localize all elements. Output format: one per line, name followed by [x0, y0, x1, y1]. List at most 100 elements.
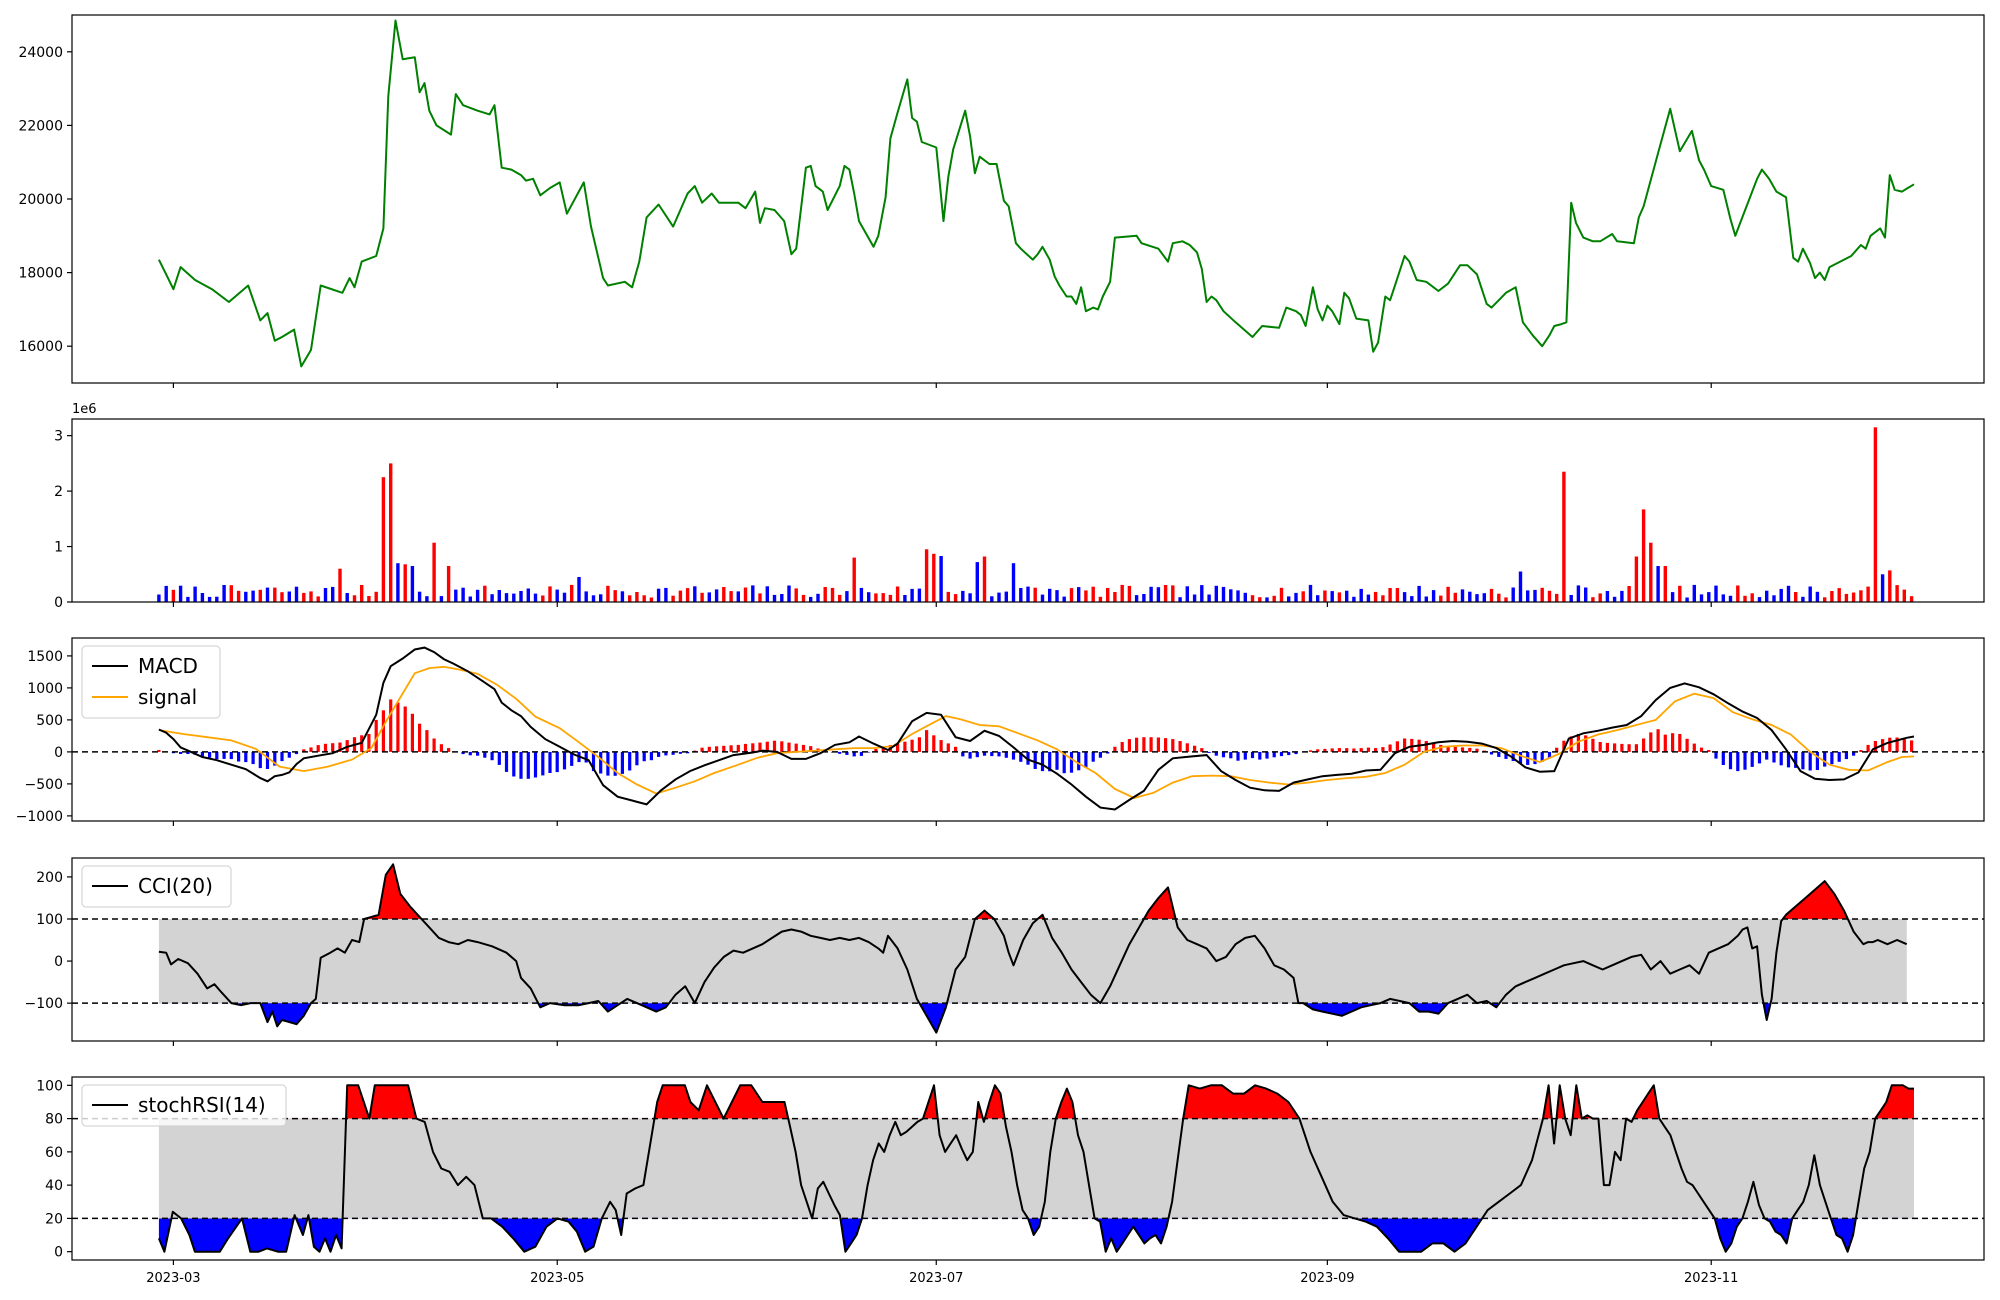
macd-histogram-bar	[1685, 738, 1689, 752]
macd-histogram-bar	[1555, 747, 1559, 752]
volume-bar	[700, 592, 704, 602]
macd-histogram-bar	[1084, 751, 1088, 768]
volume-bar	[1214, 585, 1218, 602]
macd-histogram-bar	[280, 751, 284, 762]
panel-4-plot	[72, 1084, 1984, 1253]
volume-bar	[475, 589, 480, 602]
macd-histogram-bar	[497, 751, 501, 765]
panel-0-ytick-label: 22000	[18, 118, 63, 134]
volume-bar	[809, 596, 813, 602]
macd-histogram-bar	[671, 751, 675, 755]
volume-bar	[1134, 595, 1139, 602]
volume-bar	[1641, 509, 1646, 602]
volume-bar	[801, 594, 806, 602]
volume-bar	[1779, 588, 1783, 602]
macd-histogram-bar	[1598, 742, 1602, 752]
macd-histogram-bar	[1736, 751, 1740, 772]
volume-bar	[1670, 592, 1675, 602]
volume-bar	[1888, 570, 1892, 602]
x-tick-label: 2023-11	[1684, 1271, 1738, 1286]
volume-bar	[389, 463, 393, 602]
macd-histogram-bar	[1221, 751, 1226, 758]
macd-histogram-bar	[1323, 748, 1327, 752]
macd-histogram-bar	[526, 751, 530, 779]
volume-bar	[1555, 593, 1559, 602]
volume-bar	[1192, 594, 1197, 602]
volume-bar	[570, 584, 574, 602]
volume-bar	[1004, 591, 1008, 602]
volume-bar	[1388, 588, 1392, 602]
volume-bar	[200, 593, 205, 602]
macd-histogram-bar	[1707, 750, 1711, 752]
macd-histogram-bar	[1279, 751, 1284, 757]
volume-bar	[432, 542, 436, 602]
volume-bar	[244, 591, 248, 602]
volume-bar	[207, 596, 212, 602]
macd-histogram-bar	[1837, 751, 1841, 762]
macd-histogram-bar	[294, 751, 299, 755]
x-tick-label: 2023-09	[1300, 1271, 1354, 1286]
volume-bar	[591, 595, 596, 602]
signal-line	[158, 665, 1915, 799]
macd-histogram-bar	[258, 751, 262, 769]
macd-histogram-bar	[418, 723, 422, 752]
macd-histogram-bar	[381, 710, 385, 752]
volume-scale-label: 1e6	[72, 402, 97, 417]
macd-histogram-bar	[215, 751, 219, 760]
volume-bar	[1772, 595, 1776, 602]
volume-bar	[1113, 592, 1117, 602]
macd-histogram-bar	[758, 742, 762, 752]
volume-bar	[1250, 595, 1255, 602]
volume-bar	[1294, 592, 1298, 602]
volume-bar	[1062, 596, 1066, 602]
macd-histogram-bar	[939, 740, 943, 752]
macd-histogram-bar	[1627, 744, 1631, 752]
macd-histogram-bar	[1634, 744, 1638, 752]
macd-histogram-bar	[917, 737, 921, 752]
volume-bar	[1851, 592, 1856, 602]
volume-bar	[693, 586, 697, 602]
macd-histogram-bar	[1120, 742, 1124, 752]
macd-histogram-bar	[1193, 745, 1197, 752]
volume-bar	[620, 591, 625, 602]
macd-histogram-bar	[794, 743, 798, 752]
macd-histogram-bar	[1547, 751, 1552, 759]
volume-bar	[1497, 593, 1501, 602]
macd-histogram-bar	[374, 719, 378, 752]
panel-4-ytick-label: 40	[45, 1178, 63, 1194]
volume-bar	[577, 577, 581, 602]
volume-bar	[555, 589, 559, 602]
macd-plot	[72, 646, 1984, 811]
volume-bar	[1084, 590, 1088, 602]
volume-bar	[1663, 566, 1667, 602]
volume-bar	[1612, 596, 1617, 602]
macd-histogram-bar	[715, 746, 719, 752]
volume-bar	[519, 591, 523, 602]
macd-histogram-bar	[562, 751, 567, 770]
volume-bar	[468, 596, 472, 602]
volume-bar	[895, 586, 900, 602]
volume-bar	[1627, 586, 1631, 602]
macd-histogram-bar	[1468, 747, 1472, 752]
volume-bar	[758, 593, 762, 602]
macd-histogram-bar	[1113, 746, 1117, 752]
macd-histogram-bar	[642, 751, 646, 762]
price-plot	[158, 19, 1915, 368]
macd-histogram-bar	[765, 741, 769, 752]
volume-bar	[1098, 596, 1103, 602]
volume-bar	[649, 597, 654, 602]
macd-histogram-bar	[1077, 751, 1081, 771]
macd-histogram-bar	[1308, 750, 1313, 752]
volume-bar	[1482, 593, 1486, 602]
volume-bar	[1547, 590, 1552, 602]
macd-histogram-bar	[1337, 748, 1341, 752]
volume-bar	[874, 593, 878, 602]
volume-bar	[910, 588, 914, 602]
legend-3: CCI(20)	[81, 865, 232, 908]
panel-0-ytick-label: 18000	[18, 266, 63, 282]
macd-histogram-bar	[1859, 750, 1863, 752]
macd-histogram-bar	[859, 751, 863, 756]
macd-histogram-bar	[1794, 751, 1798, 768]
volume-bar	[780, 594, 784, 602]
